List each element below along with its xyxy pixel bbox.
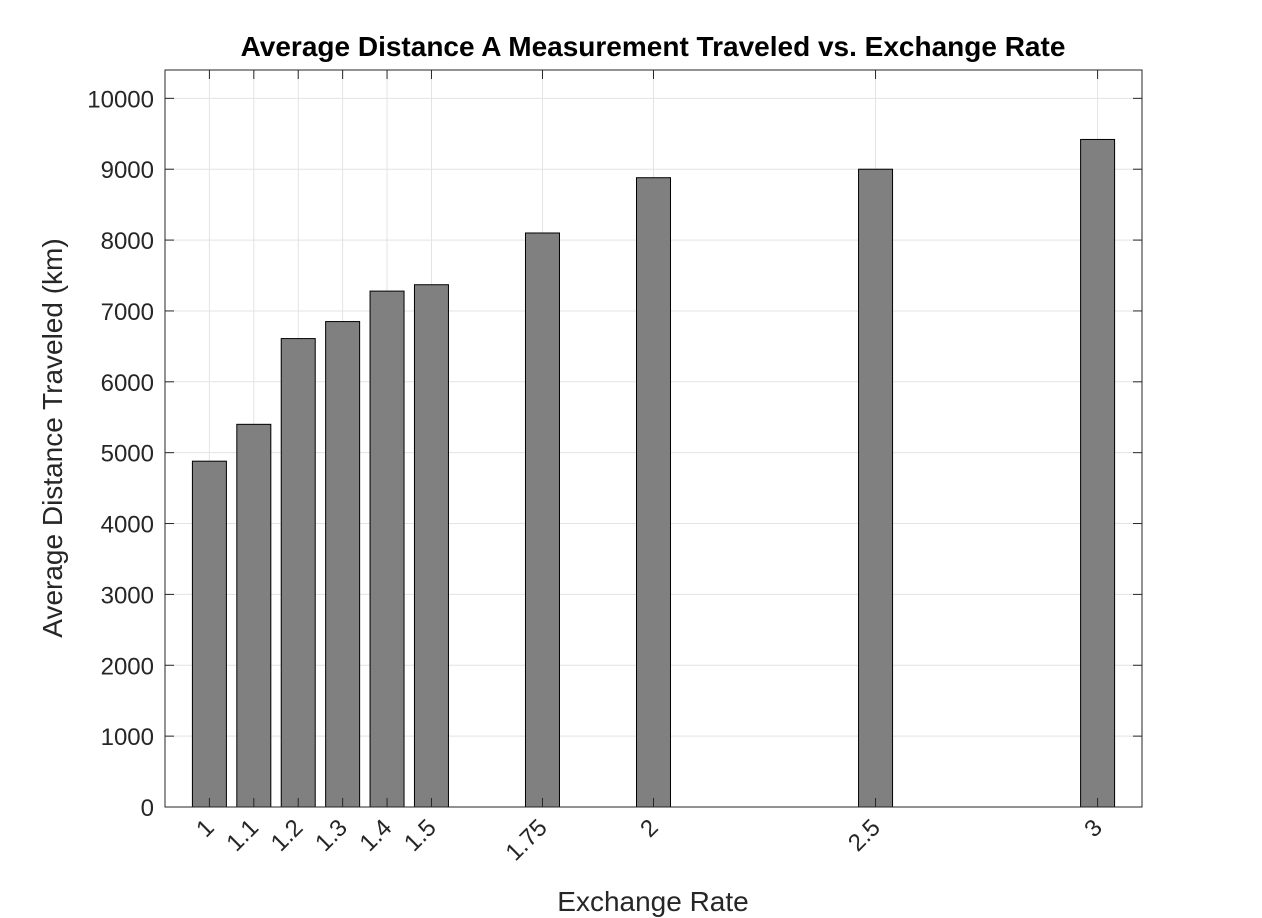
bar <box>858 168 894 808</box>
y-tick-label: 6000 <box>101 370 154 397</box>
bar <box>413 284 449 808</box>
y-axis-label: Average Distance Traveled (km) <box>37 238 68 637</box>
bar <box>636 177 671 808</box>
bar <box>236 423 272 808</box>
bar <box>524 232 560 808</box>
y-tick-label: 8000 <box>101 228 154 255</box>
y-tick-label: 1000 <box>101 724 154 751</box>
chart-title: Average Distance A Measurement Traveled … <box>241 31 1066 62</box>
y-tick-label: 4000 <box>101 512 154 539</box>
y-tick-label: 7000 <box>101 299 154 326</box>
y-tick-label: 5000 <box>101 441 154 468</box>
y-tick-label: 3000 <box>101 582 154 609</box>
bar <box>325 321 361 808</box>
bars-group <box>191 138 1116 808</box>
y-tick-labels: 0 1000 2000 3000 4000 5000 6000 7000 8000 9000 100… <box>87 86 154 822</box>
bar <box>369 290 405 808</box>
bar <box>191 460 227 808</box>
y-tick-label: 2000 <box>101 653 154 680</box>
y-tick-label: 0 <box>141 795 154 822</box>
bar <box>1080 138 1116 808</box>
bar <box>280 338 316 808</box>
tick-marks <box>165 70 1142 808</box>
y-tick-label: 10000 <box>87 86 154 113</box>
x-axis-label: Exchange Rate <box>557 886 748 917</box>
y-tick-label: 9000 <box>101 157 154 184</box>
